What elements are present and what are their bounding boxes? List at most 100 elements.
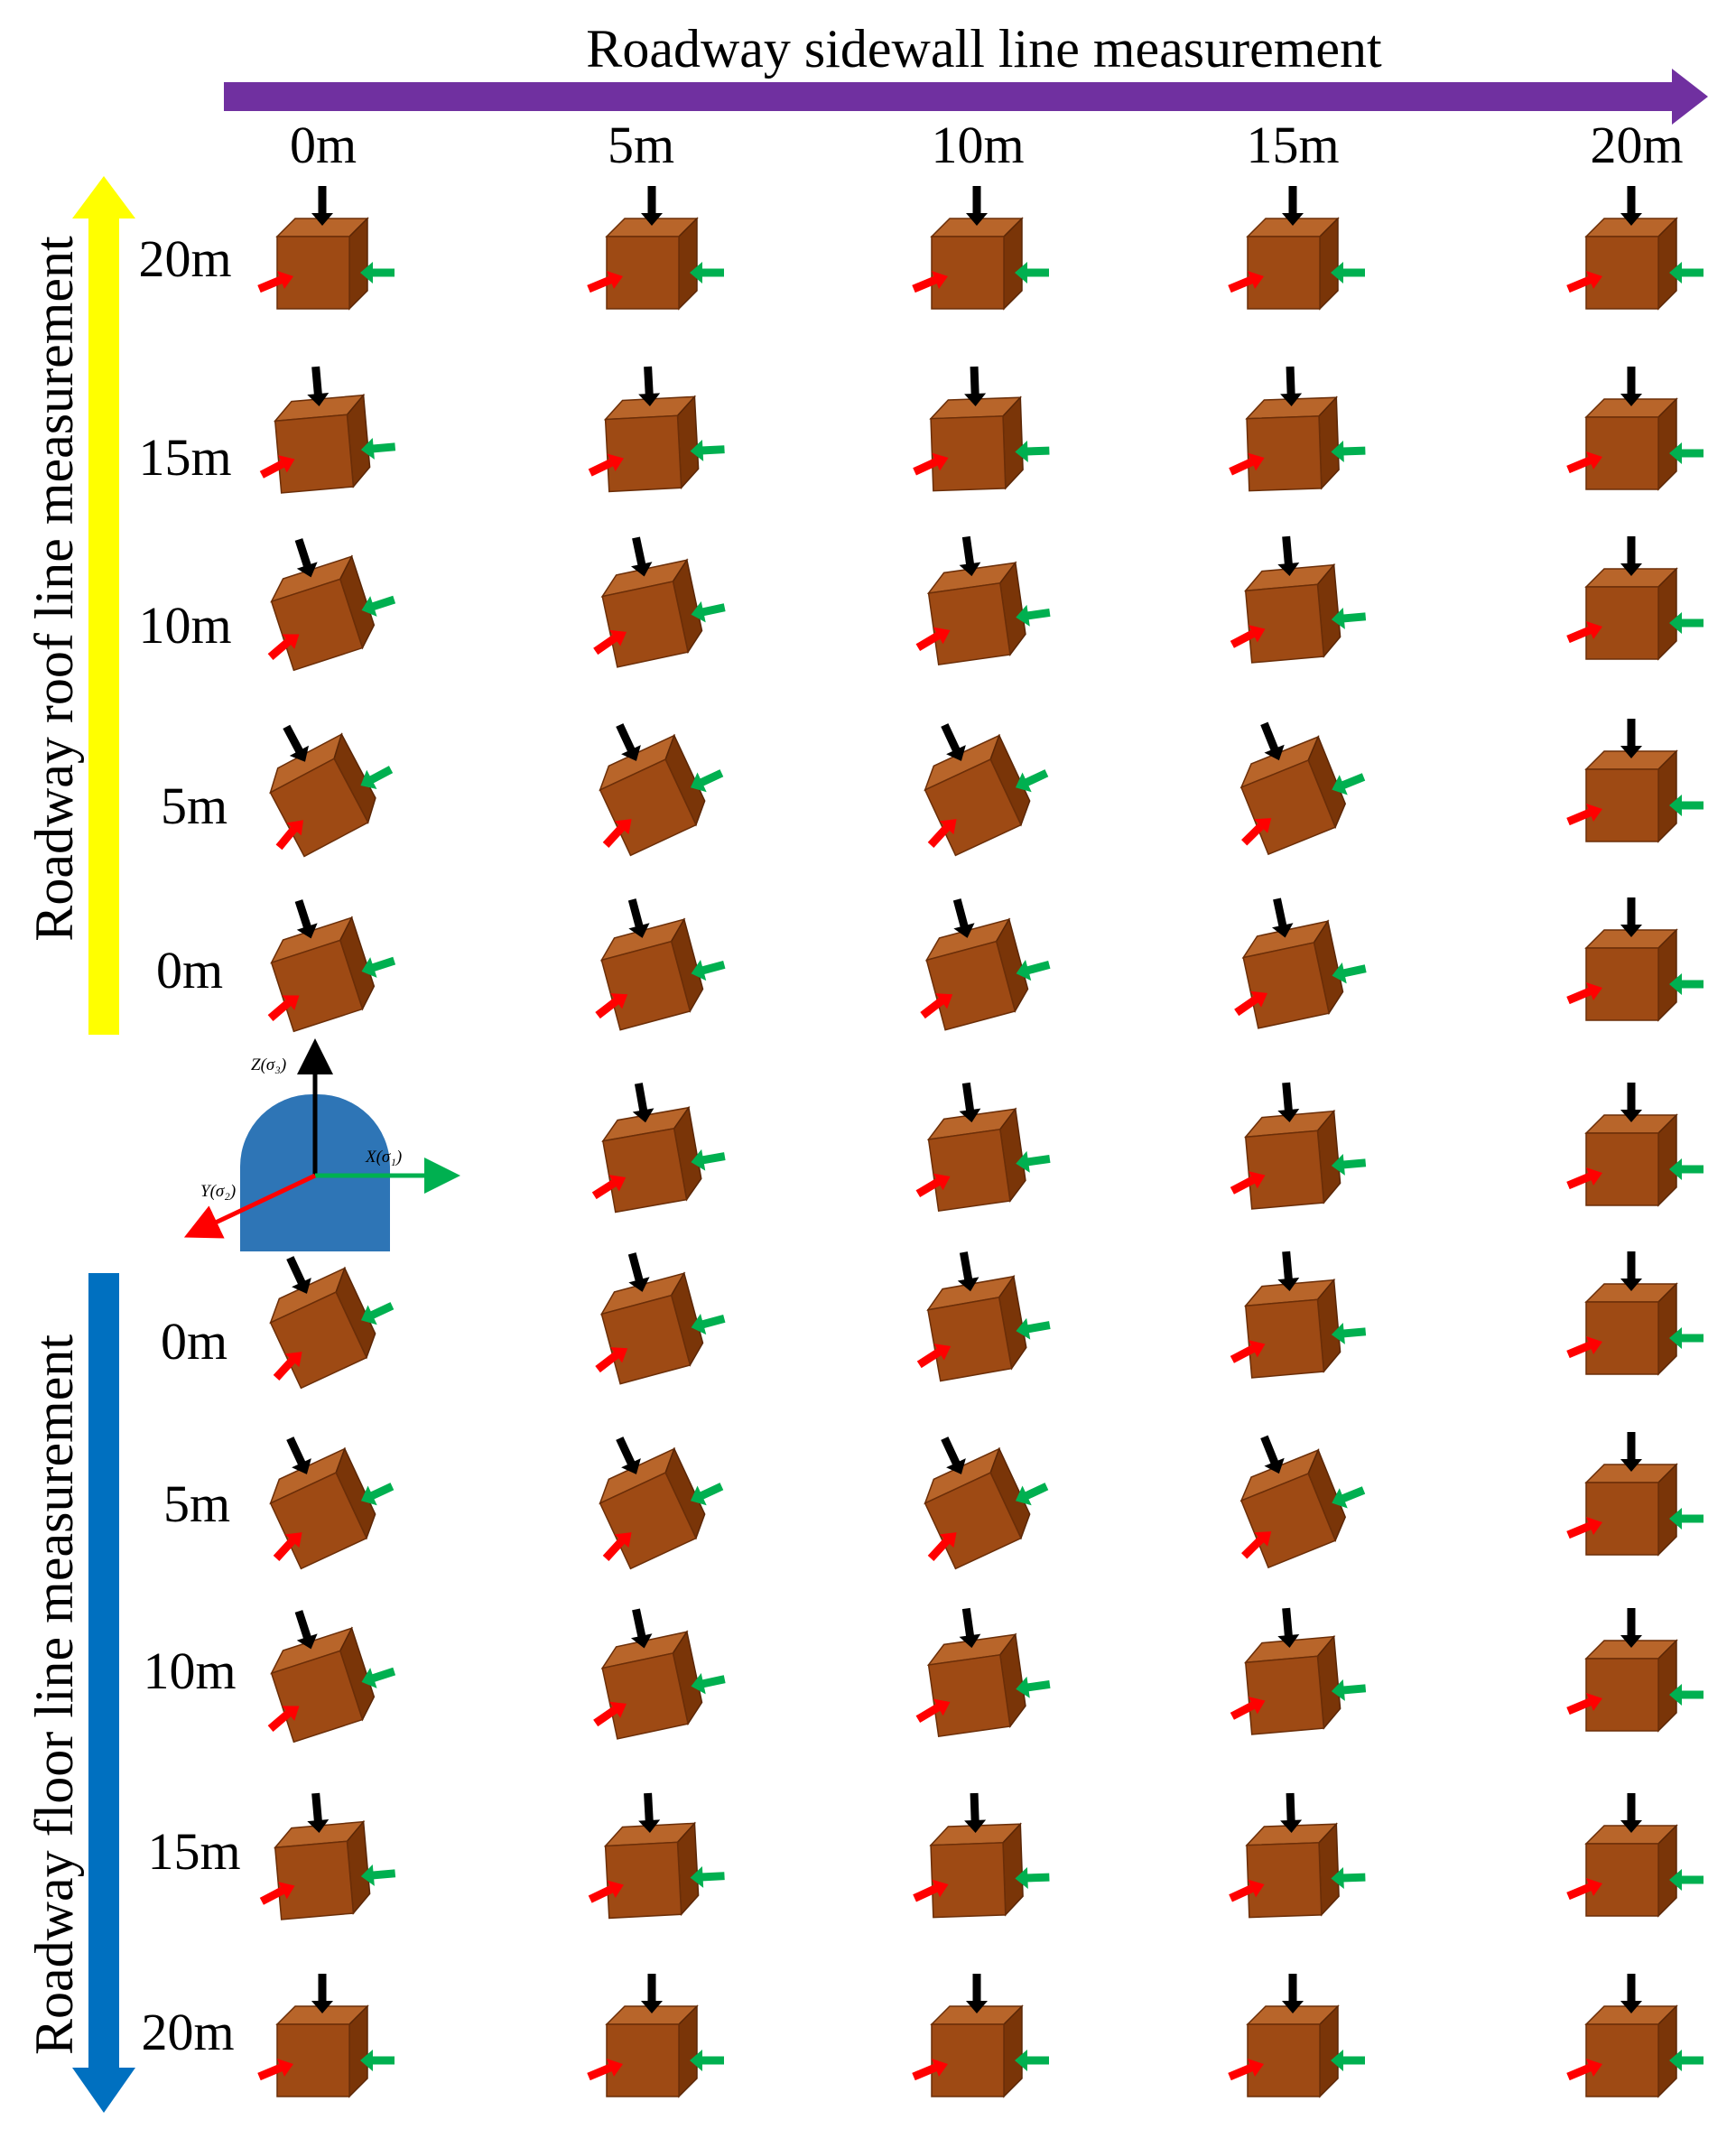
stress-cube <box>257 1974 395 2098</box>
x-stress-arrow <box>1026 1873 1050 1883</box>
cube-front-face <box>606 2023 680 2097</box>
y-stress-arrowhead <box>933 627 951 645</box>
x-stress-arrowhead <box>691 1672 706 1695</box>
y-stress-arrowhead <box>1586 1693 1602 1711</box>
y-stress-arrowhead <box>614 1532 632 1548</box>
stress-cube <box>1566 1432 1704 1557</box>
cube-front-face <box>604 414 682 493</box>
y-stress-arrowhead <box>1248 1879 1265 1898</box>
cube-front-face <box>1585 768 1659 842</box>
y-stress-arrow <box>1566 1341 1592 1359</box>
vertical-stress-arrow <box>283 724 304 755</box>
y-stress-arrowhead <box>282 995 300 1010</box>
y-stress-arrowhead <box>277 271 293 289</box>
x-stress-arrowhead <box>691 1148 706 1171</box>
vertical-stress-arrow <box>1282 1607 1293 1638</box>
cube-front-face <box>606 236 680 310</box>
vertical-stress-arrow <box>970 1792 979 1823</box>
cube-front-face <box>924 758 1022 857</box>
cube-front-face <box>600 940 692 1031</box>
y-stress-arrow <box>915 632 941 652</box>
x-stress-arrowhead <box>1332 962 1347 984</box>
y-stress-arrowhead <box>607 1880 624 1899</box>
y-stress-arrow <box>273 1538 295 1561</box>
y-stress-arrowhead <box>282 1706 300 1721</box>
cube-front-face <box>930 415 1007 492</box>
stress-cube <box>913 366 1050 492</box>
cube-front-face <box>1240 1473 1337 1569</box>
y-stress-arrowhead <box>278 1882 295 1900</box>
cube-front-face <box>1585 947 1659 1021</box>
x-stress-arrowhead <box>1015 1866 1028 1889</box>
y-stress-arrowhead <box>1250 990 1267 1008</box>
x-stress-arrowhead <box>1016 1676 1030 1698</box>
y-stress-arrowhead <box>277 2059 293 2077</box>
stress-cube <box>588 366 725 493</box>
column-labels: 0m 5m 10m 15m 20m <box>290 116 1684 174</box>
cube-front-face <box>931 2023 1005 2097</box>
vertical-stress-arrowhead <box>1620 1110 1642 1122</box>
floor-direction-arrow <box>72 1273 135 2113</box>
y-stress-arrowhead <box>1586 982 1602 1000</box>
x-stress-arrowhead <box>1015 2050 1027 2071</box>
stress-cube <box>924 1437 1049 1570</box>
stress-cube <box>915 535 1051 666</box>
x-stress-arrowhead <box>1015 262 1027 284</box>
x-stress-arrow <box>367 766 394 785</box>
x-stress-arrow <box>1023 1483 1049 1501</box>
vertical-stress-arrowhead <box>946 1458 966 1474</box>
roof-arrow-head <box>72 176 135 219</box>
y-stress-arrow <box>1566 1883 1592 1901</box>
roof-row-label: 15m <box>138 428 231 487</box>
x-stress-arrow <box>1340 1486 1366 1503</box>
stress-cube <box>269 1437 395 1570</box>
y-stress-arrowhead <box>1586 1517 1602 1535</box>
vertical-stress-arrowhead <box>1620 746 1642 758</box>
y-stress-arrowhead <box>607 271 623 289</box>
x-stress-arrowhead <box>690 262 702 284</box>
cube-front-face <box>276 236 350 310</box>
y-stress-arrow <box>915 1178 941 1198</box>
stress-cube <box>599 723 724 857</box>
stress-cube <box>1239 1435 1366 1569</box>
vertical-stress-arrowhead <box>966 2001 988 2013</box>
vertical-stress-arrowhead <box>1280 393 1303 406</box>
y-stress-arrow <box>588 1885 614 1903</box>
x-stress-arrowhead <box>1669 1684 1682 1706</box>
stress-cube <box>587 1974 724 2098</box>
vertical-stress-arrow <box>941 723 961 753</box>
vertical-stress-arrow <box>1282 1251 1293 1281</box>
sidewall-arrow-head <box>1672 69 1708 125</box>
vertical-stress-arrowhead <box>1277 562 1300 576</box>
vertical-stress-arrow <box>1282 1082 1293 1112</box>
x-stress-arrow <box>1341 1158 1367 1169</box>
vertical-stress-arrow <box>1286 366 1295 396</box>
y-stress-arrowhead <box>1249 1171 1266 1189</box>
vertical-stress-arrowhead <box>1620 394 1642 406</box>
vertical-stress-arrowhead <box>1620 1635 1642 1648</box>
vertical-stress-arrowhead <box>959 562 981 577</box>
stress-cube <box>593 1608 726 1740</box>
cube-front-face <box>1585 1132 1659 1206</box>
vertical-stress-arrow <box>286 1437 306 1466</box>
cube-front-face <box>1244 1655 1325 1735</box>
y-stress-arrowhead <box>932 1879 949 1898</box>
x-stress-arrowhead <box>1015 1485 1032 1506</box>
vertical-stress-arrowhead <box>1264 744 1285 761</box>
y-stress-arrow <box>913 458 938 476</box>
stress-cube <box>1566 897 1704 1022</box>
cube-front-face <box>1240 759 1337 856</box>
x-stress-arrowhead <box>1669 1158 1682 1180</box>
y-stress-arrow <box>916 1348 942 1369</box>
vertical-stress-arrow <box>627 1252 644 1283</box>
stress-cube <box>1230 1082 1367 1210</box>
z-axis-label: Z(σ₃) <box>251 1055 286 1074</box>
vertical-stress-arrow <box>616 1437 636 1466</box>
y-stress-arrow <box>595 998 619 1019</box>
vertical-stress-arrow <box>311 1792 322 1823</box>
cube-front-face <box>1242 942 1331 1029</box>
stress-cube <box>595 898 726 1031</box>
stress-cube <box>1566 186 1704 311</box>
y-stress-arrow <box>257 2063 283 2081</box>
stress-cube <box>593 536 726 668</box>
